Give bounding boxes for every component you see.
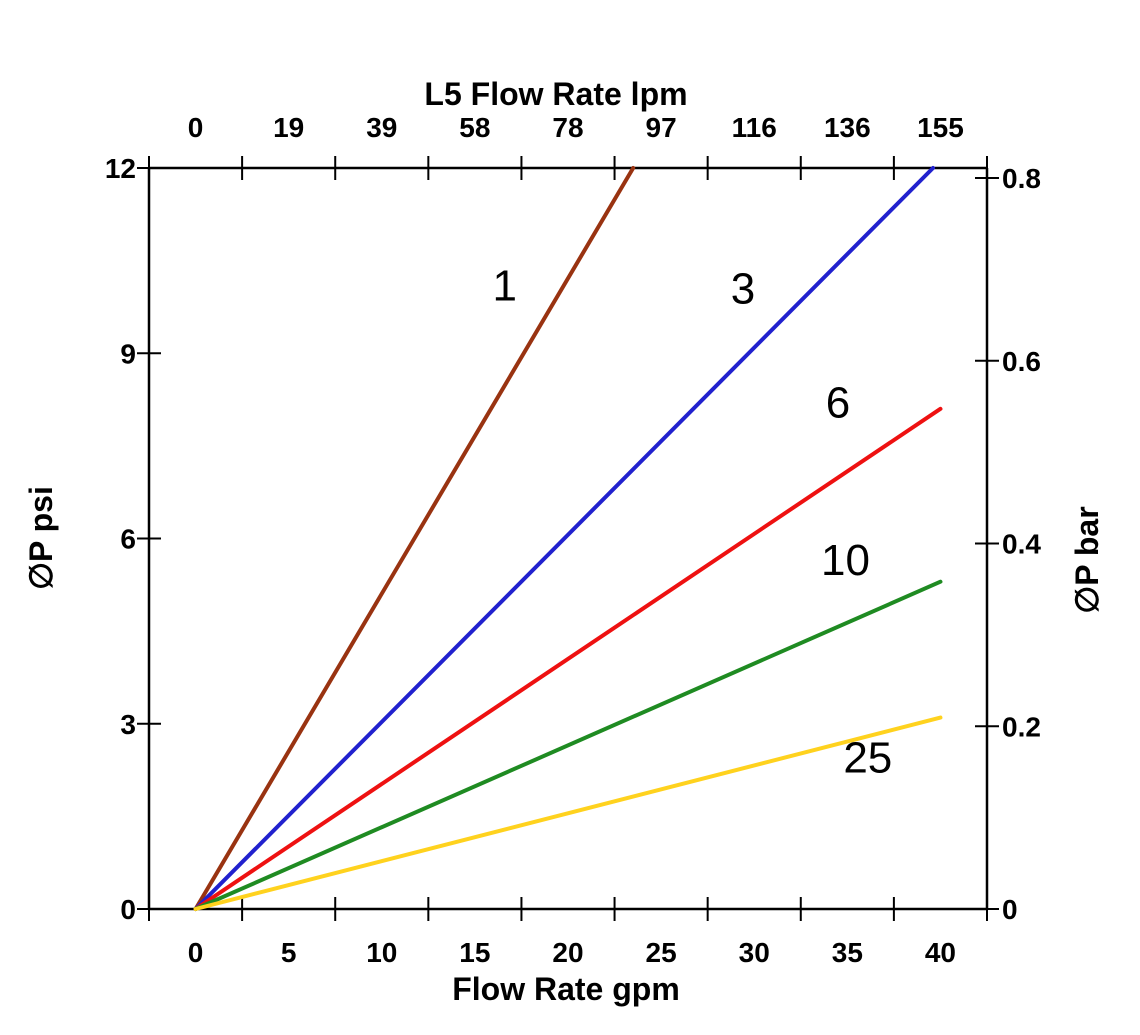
left-axis-tick-label: 3 — [120, 709, 136, 740]
axis-ticks — [137, 156, 999, 921]
left-axis-tick-label: 12 — [105, 153, 136, 184]
series-line-10-micron — [193, 579, 943, 911]
top-axis-tick-label: 78 — [552, 112, 583, 143]
top-axis-tick-label: 136 — [824, 112, 871, 143]
top-axis-tick-label: 39 — [366, 112, 397, 143]
series-label-1: 1 — [492, 261, 516, 310]
bottom-axis-tick-label: 30 — [739, 937, 770, 968]
bottom-axis-tick-label: 15 — [459, 937, 490, 968]
series-label-3: 3 — [731, 264, 755, 313]
top-axis-tick-label: 116 — [732, 112, 777, 143]
bottom-axis-tick-label: 10 — [366, 937, 397, 968]
left-axis-title: ∅P psi — [23, 486, 59, 590]
bottom-axis-tick-label: 0 — [188, 937, 204, 968]
bottom-axis-title: Flow Rate gpm — [452, 971, 680, 1007]
top-axis-tick-label: 58 — [459, 112, 490, 143]
bottom-axis-tick-label: 40 — [925, 937, 956, 968]
left-axis-tick-label: 6 — [120, 524, 136, 555]
series-line-6-micron — [193, 406, 943, 911]
top-axis-tick-label: 19 — [273, 112, 304, 143]
left-axis-tick-label: 0 — [120, 894, 136, 925]
bottom-axis-tick-label: 20 — [552, 937, 583, 968]
bottom-axis-tick-label: 5 — [281, 937, 297, 968]
top-axis-tick-label: 0 — [188, 112, 204, 143]
right-axis-tick-label: 0.6 — [1002, 346, 1041, 377]
right-axis-tick-label: 0.2 — [1002, 711, 1041, 742]
bottom-axis-tick-label: 25 — [646, 937, 677, 968]
series-line-1-micron — [193, 166, 636, 911]
series-label-25: 25 — [843, 734, 892, 783]
left-axis-tick-label: 9 — [120, 338, 136, 369]
top-axis-title: L5 Flow Rate lpm — [424, 76, 687, 112]
series-label-10: 10 — [821, 536, 870, 585]
right-axis-tick-label: 0.4 — [1002, 529, 1041, 560]
right-axis-title: ∅P bar — [1069, 506, 1105, 613]
top-axis-tick-label: 97 — [646, 112, 677, 143]
right-axis-tick-label: 0.8 — [1002, 163, 1041, 194]
series-lines — [193, 166, 943, 911]
series-line-25-micron — [193, 715, 943, 911]
series-labels: 1 3 6 10 25 — [492, 261, 892, 782]
series-line-3-micron — [193, 166, 935, 911]
series-label-6: 6 — [826, 379, 850, 428]
top-axis-tick-label: 155 — [917, 112, 964, 143]
bottom-axis-tick-label: 35 — [832, 937, 863, 968]
right-axis-tick-label: 0 — [1002, 894, 1018, 925]
